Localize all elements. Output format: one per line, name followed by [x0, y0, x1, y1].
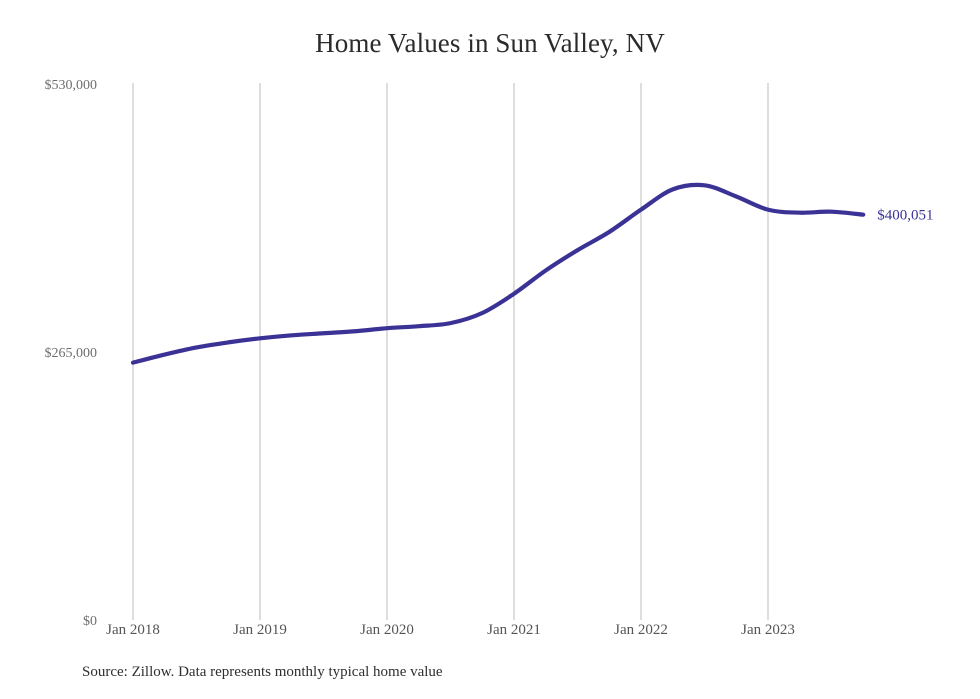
y-tick-label-bottom: $0 — [83, 614, 97, 629]
y-tick-label-mid: $265,000 — [45, 346, 98, 361]
x-tick-label-0: Jan 2018 — [106, 622, 160, 638]
x-tick-label-1: Jan 2019 — [233, 622, 287, 638]
y-axis-labels: $530,000 $265,000 $0 — [45, 78, 98, 629]
x-tick-label-2: Jan 2020 — [360, 622, 414, 638]
source-note: Source: Zillow. Data represents monthly … — [82, 664, 443, 680]
x-tick-label-3: Jan 2021 — [487, 622, 541, 638]
x-axis-labels: Jan 2018 Jan 2019 Jan 2020 Jan 2021 Jan … — [106, 622, 795, 638]
x-tick-label-4: Jan 2022 — [614, 622, 668, 638]
chart-title: Home Values in Sun Valley, NV — [315, 28, 665, 58]
y-tick-label-top: $530,000 — [45, 78, 98, 93]
home-value-line — [130, 182, 866, 365]
x-tick-label-5: Jan 2023 — [741, 622, 795, 638]
gridlines — [132, 83, 769, 620]
endpoint-value-label: $400,051 — [877, 208, 933, 224]
